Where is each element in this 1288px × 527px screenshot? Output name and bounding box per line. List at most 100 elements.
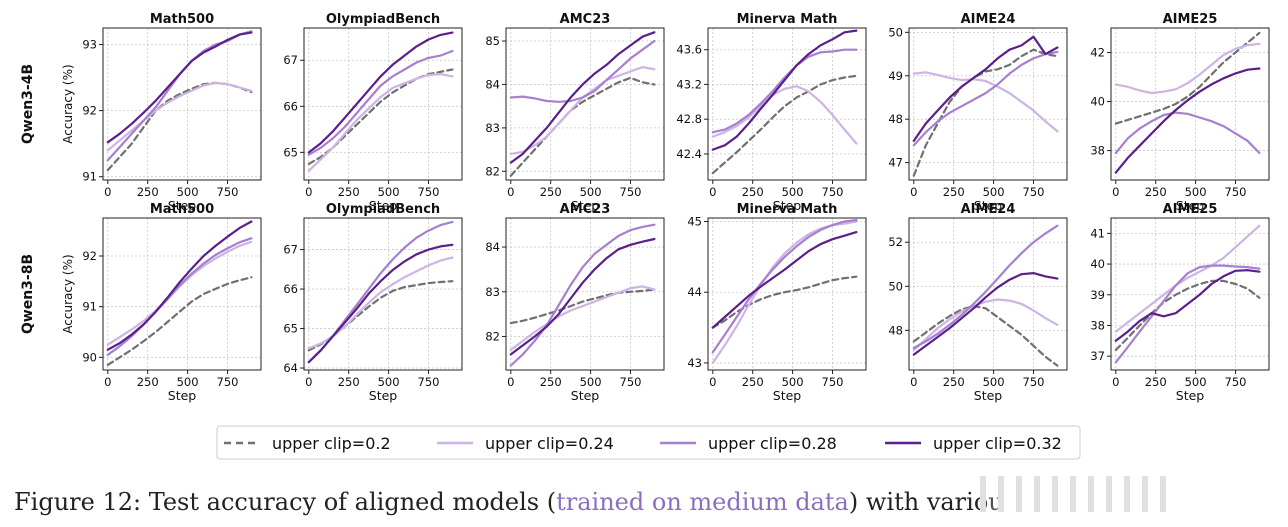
x-axis-label: Step xyxy=(571,388,600,403)
y-tick-label: 67 xyxy=(283,53,298,67)
legend-label: upper clip=0.24 xyxy=(485,434,614,453)
legend: upper clip=0.2 upper clip=0.24 upper clip=… xyxy=(216,425,1081,460)
subplot-olympiadbench: OlympiadBench 0 250 500 750 65 66 67 Step xyxy=(283,12,463,213)
x-tick-label: 250 xyxy=(540,185,562,199)
x-tick-label: 250 xyxy=(540,375,562,389)
legend-label: upper clip=0.2 xyxy=(272,434,391,453)
y-tick-label: 43.6 xyxy=(676,43,702,57)
x-tick-label: 250 xyxy=(137,375,159,389)
x-tick-label: 750 xyxy=(1225,185,1247,199)
subplot-aime25: AIME25 0 250 500 750 37 38 39 40 41 Step xyxy=(1090,202,1270,403)
caption-suffix: ) with variou xyxy=(848,488,1004,516)
y-tick-label: 82 xyxy=(485,164,500,178)
y-tick-label: 90 xyxy=(82,350,97,364)
y-tick-label: 64 xyxy=(283,361,298,375)
subplot-math500: Math500 0 250 500 750 90 91 92 Step xyxy=(82,202,262,403)
x-tick-label: 750 xyxy=(1023,185,1045,199)
y-tick-label: 41 xyxy=(1090,226,1105,240)
plot-frame xyxy=(707,217,867,371)
x-tick-label: 0 xyxy=(1112,185,1119,199)
x-tick-label: 0 xyxy=(709,375,716,389)
x-axis-label: Step xyxy=(571,198,600,213)
subplot-title: AIME24 xyxy=(961,12,1016,27)
figure-caption: Figure 12: Test accuracy of aligned mode… xyxy=(14,484,1274,524)
legend-label: upper clip=0.32 xyxy=(933,434,1062,453)
series-line xyxy=(1114,264,1261,364)
plot-frame xyxy=(908,27,1068,181)
y-tick-label: 40 xyxy=(1090,95,1105,109)
subplot-title: Math500 xyxy=(150,12,214,27)
x-tick-label: 750 xyxy=(418,375,440,389)
series-line xyxy=(912,224,1059,350)
x-tick-label: 500 xyxy=(177,185,199,199)
x-tick-label: 0 xyxy=(305,185,312,199)
series-line xyxy=(509,76,656,177)
x-tick-label: 750 xyxy=(217,185,239,199)
y-axis-label: Accuracy (%) xyxy=(61,254,75,333)
y-tick-label: 38 xyxy=(1090,144,1105,158)
subplot-aime24: AIME24 0 250 500 750 48 50 52 Step xyxy=(888,202,1068,403)
x-tick-label: 750 xyxy=(1023,375,1045,389)
series-line xyxy=(912,272,1059,356)
y-tick-label: 92 xyxy=(82,104,97,118)
plot-frame xyxy=(102,27,262,181)
subplot-math500: Math500 0 250 500 750 91 92 93 Step xyxy=(82,12,262,213)
subplot-minerva-math: Minerva Math 0 250 500 750 42.4 42.8 43.2 43.6 St… xyxy=(676,12,867,213)
x-axis-label: Step xyxy=(773,388,802,403)
x-tick-label: 500 xyxy=(378,375,400,389)
subplot-amc23: AMC23 0 250 500 750 82 83 84 Step xyxy=(485,202,665,403)
series-line xyxy=(1114,67,1261,174)
x-tick-label: 500 xyxy=(378,185,400,199)
y-tick-label: 44 xyxy=(687,285,702,299)
series-line xyxy=(711,231,858,329)
y-tick-label: 42 xyxy=(1090,46,1105,60)
y-tick-label: 40 xyxy=(1090,257,1105,271)
y-tick-label: 47 xyxy=(888,156,903,170)
y-tick-label: 91 xyxy=(82,300,97,314)
subplot-title: AMC23 xyxy=(560,202,611,217)
series-line xyxy=(912,71,1059,133)
y-tick-label: 83 xyxy=(485,121,500,135)
y-tick-label: 50 xyxy=(888,25,903,39)
series-line xyxy=(307,280,454,352)
y-tick-label: 43.2 xyxy=(676,77,702,91)
x-tick-label: 250 xyxy=(338,375,360,389)
plot-frame xyxy=(908,217,1068,371)
legend-frame xyxy=(216,425,1081,460)
series-line xyxy=(711,275,858,329)
x-tick-label: 750 xyxy=(1225,375,1247,389)
y-tick-label: 42.8 xyxy=(676,112,702,126)
series-line xyxy=(1114,279,1261,352)
series-line xyxy=(711,29,858,151)
series-line xyxy=(307,72,454,172)
series-line xyxy=(307,256,454,350)
x-tick-label: 750 xyxy=(620,375,642,389)
y-tick-label: 65 xyxy=(283,322,298,336)
caption-prefix: Figure 12: Test accuracy of aligned mode… xyxy=(14,488,557,516)
y-tick-label: 66 xyxy=(283,282,298,296)
y-tick-label: 66 xyxy=(283,99,298,113)
y-tick-label: 39 xyxy=(1090,288,1105,302)
x-axis-label: Step xyxy=(974,198,1003,213)
series-line xyxy=(912,48,1059,177)
x-tick-label: 250 xyxy=(137,185,159,199)
y-tick-label: 65 xyxy=(283,145,298,159)
x-tick-label: 750 xyxy=(620,185,642,199)
x-tick-label: 250 xyxy=(338,185,360,199)
x-tick-label: 500 xyxy=(580,375,602,389)
y-tick-label: 84 xyxy=(485,77,500,91)
x-tick-label: 500 xyxy=(782,185,804,199)
y-tick-label: 50 xyxy=(888,279,903,293)
series-line xyxy=(711,74,858,175)
subplot-title: AIME25 xyxy=(1163,12,1218,27)
series-line xyxy=(1114,111,1261,155)
series-line xyxy=(106,276,253,366)
series-line xyxy=(1114,42,1261,95)
series-line xyxy=(711,85,858,145)
series-line xyxy=(509,237,656,356)
x-tick-label: 0 xyxy=(305,375,312,389)
y-tick-label: 52 xyxy=(888,235,903,249)
y-tick-label: 48 xyxy=(888,112,903,126)
x-tick-label: 750 xyxy=(822,185,844,199)
y-tick-label: 49 xyxy=(888,69,903,83)
